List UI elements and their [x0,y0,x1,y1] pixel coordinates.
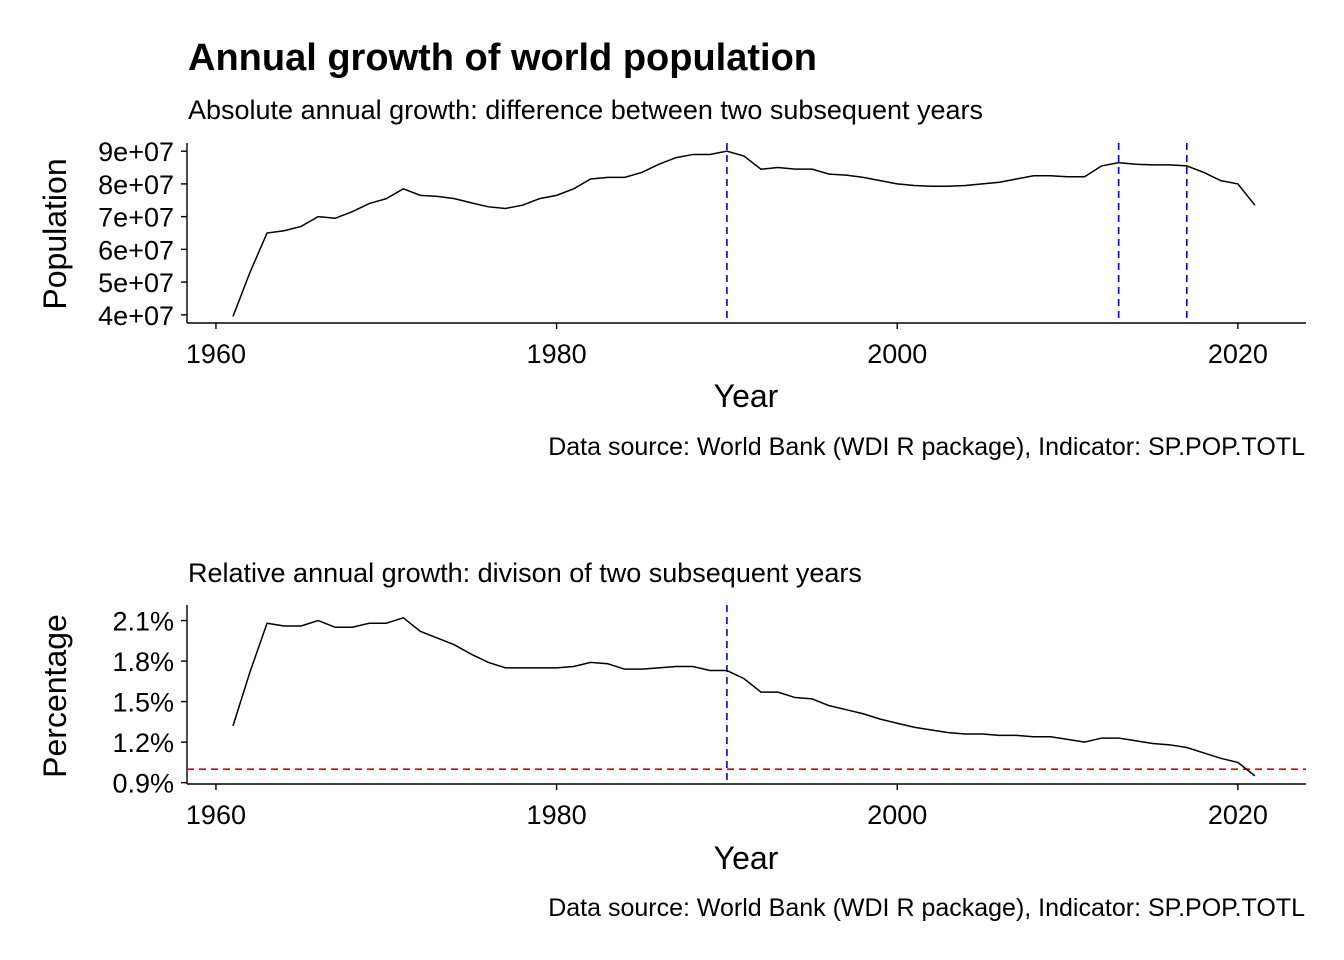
series-line [232,150,1256,317]
absolute-growth-panel: Absolute annual growth: difference betwe… [37,95,1306,461]
data-source-caption: Data source: World Bank (WDI R package),… [548,433,1305,461]
relative-growth-panel: Relative annual growth: divison of two s… [37,558,1306,922]
y-tick-label: 5e+07 [98,268,174,298]
panel-subtitle: Absolute annual growth: difference betwe… [188,95,983,125]
x-axis-title: Year [714,378,779,414]
x-tick-label: 2000 [867,339,927,369]
y-tick-label: 1.5% [112,688,174,718]
y-tick-label: 8e+07 [98,170,174,200]
x-tick-label: 2000 [867,800,927,830]
y-tick-label: 0.9% [112,769,174,799]
x-tick-label: 1960 [186,800,246,830]
y-axis-title: Percentage [37,614,73,778]
x-tick-label: 2020 [1208,800,1268,830]
data-source-caption: Data source: World Bank (WDI R package),… [548,894,1305,922]
y-tick-label: 6e+07 [98,235,174,265]
plot-marks: 0.9% 1.2% 1.5% 1.8% 2.1% 1960 1980 2000 2020 [112,605,1306,830]
panel-subtitle: Relative annual growth: divison of two s… [188,558,862,588]
y-axis-title: Population [37,158,73,309]
series-line [232,616,1256,777]
x-tick-label: 1980 [527,800,587,830]
y-tick-label: 2.1% [112,607,174,637]
y-tick-label: 7e+07 [98,203,174,233]
y-tick-label: 1.2% [112,728,174,758]
y-tick-label: 4e+07 [98,301,174,331]
x-tick-label: 1980 [527,339,587,369]
y-tick-label: 9e+07 [98,137,174,167]
x-tick-label: 2020 [1208,339,1268,369]
main-title: Annual growth of world population [188,37,817,79]
y-tick-label: 1.8% [112,647,174,677]
x-axis-title: Year [714,840,779,876]
x-tick-label: 1960 [186,339,246,369]
